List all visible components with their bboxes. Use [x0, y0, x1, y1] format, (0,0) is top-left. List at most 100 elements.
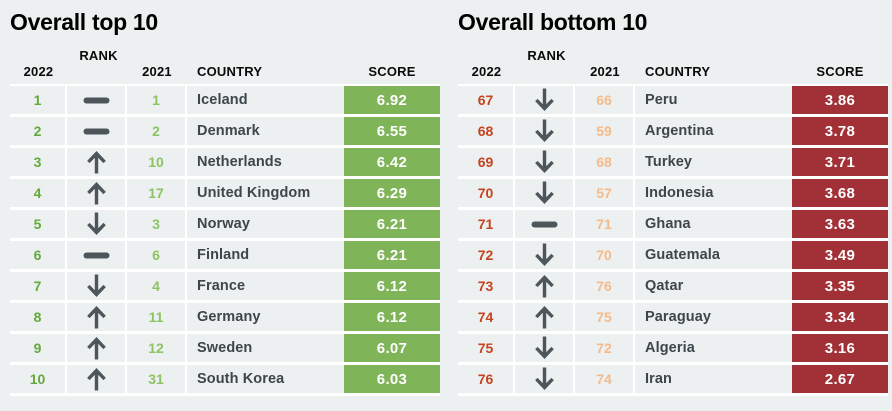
rank-2022-cell: 5	[10, 210, 67, 239]
table-header: RANK 2022 2021 COUNTRY SCORE	[458, 48, 888, 79]
up-arrow-icon	[86, 368, 106, 391]
up-arrow-icon	[86, 182, 106, 205]
rank-2021-cell: 75	[575, 303, 635, 332]
down-arrow-icon	[534, 243, 554, 267]
table-row: 7 4 France 6.12	[10, 272, 440, 304]
rank-2022-cell: 6	[10, 241, 67, 270]
rank-change-cell	[515, 179, 575, 208]
page-title: Overall bottom 10	[458, 9, 648, 35]
country-cell: South Korea	[197, 371, 285, 388]
country-cell: Paraguay	[645, 309, 712, 326]
rank-change-cell	[67, 210, 127, 239]
country-cell: Turkey	[645, 154, 693, 171]
rank-2021-cell: 72	[575, 334, 635, 363]
rank-2021-cell: 68	[575, 148, 635, 177]
rank-2021-cell: 10	[127, 148, 187, 177]
dash-icon	[531, 221, 557, 228]
table-body: 67 66 Peru 3.86 68 59 Argentina 3.78 69 68 Turkey 3…	[458, 84, 888, 397]
score-cell: 6.42	[344, 148, 440, 177]
table-row: 69 68 Turkey 3.71	[458, 148, 888, 180]
table-row: 3 10 Netherlands 6.42	[10, 148, 440, 180]
column-headers-row: 2022 2021 COUNTRY SCORE	[458, 64, 888, 79]
rank-2022-cell: 72	[458, 241, 515, 270]
column-header-country: COUNTRY	[645, 64, 711, 80]
rank-2021-cell: 31	[127, 365, 187, 394]
country-cell: United Kingdom	[197, 185, 311, 202]
up-arrow-icon	[534, 275, 554, 298]
country-cell: Algeria	[645, 340, 695, 357]
score-cell: 3.35	[792, 272, 888, 301]
country-cell: Finland	[197, 247, 250, 264]
column-header-2022: 2022	[471, 64, 502, 80]
rank-2022-cell: 1	[10, 86, 67, 115]
table-row: 74 75 Paraguay 3.34	[458, 303, 888, 335]
rank-change-cell	[515, 210, 575, 239]
country-cell: Ghana	[645, 216, 691, 233]
score-cell: 2.67	[792, 365, 888, 394]
column-header-2021: 2021	[590, 64, 620, 80]
score-cell: 3.16	[792, 334, 888, 363]
score-cell: 6.07	[344, 334, 440, 363]
table-row: 70 57 Indonesia 3.68	[458, 179, 888, 211]
rank-change-cell	[515, 241, 575, 270]
bottom10-table: Overall bottom 10 RANK 2022 2021 COUNTRY…	[458, 8, 888, 411]
table-row: 10 31 South Korea 6.03	[10, 365, 440, 397]
dash-icon	[83, 97, 109, 104]
rank-2021-cell: 11	[127, 303, 187, 332]
score-cell: 6.03	[344, 365, 440, 394]
down-arrow-icon	[86, 212, 106, 236]
rank-2022-cell: 2	[10, 117, 67, 146]
rank-change-cell	[67, 148, 127, 177]
country-cell: Norway	[197, 216, 250, 233]
rank-2021-cell: 2	[127, 117, 187, 146]
table-row: 2 2 Denmark 6.55	[10, 117, 440, 149]
up-arrow-icon	[86, 306, 106, 329]
table-row: 9 12 Sweden 6.07	[10, 334, 440, 366]
rank-change-cell	[67, 179, 127, 208]
score-cell: 3.68	[792, 179, 888, 208]
score-cell: 6.92	[344, 86, 440, 115]
score-cell: 6.55	[344, 117, 440, 146]
table-row: 72 70 Guatemala 3.49	[458, 241, 888, 273]
rank-2022-cell: 76	[458, 365, 515, 394]
down-arrow-icon	[534, 119, 554, 143]
dash-icon	[83, 252, 109, 259]
table-row: 71 71 Ghana 3.63	[458, 210, 888, 242]
column-header-rank: RANK	[79, 48, 118, 64]
page-title: Overall top 10	[10, 9, 158, 35]
country-cell: Indonesia	[645, 185, 714, 202]
column-header-score: SCORE	[816, 64, 864, 80]
column-header-spacer	[67, 64, 127, 79]
rank-2021-cell: 71	[575, 210, 635, 239]
rank-2022-cell: 71	[458, 210, 515, 239]
table-row: 4 17 United Kingdom 6.29	[10, 179, 440, 211]
table-row: 5 3 Norway 6.21	[10, 210, 440, 242]
up-arrow-icon	[86, 337, 106, 360]
column-headers-row: 2022 2021 COUNTRY SCORE	[10, 64, 440, 79]
rank-2021-cell: 59	[575, 117, 635, 146]
rank-2021-cell: 17	[127, 179, 187, 208]
score-cell: 6.12	[344, 303, 440, 332]
country-cell: Germany	[197, 309, 261, 326]
score-cell: 3.86	[792, 86, 888, 115]
score-cell: 3.49	[792, 241, 888, 270]
rank-2022-cell: 73	[458, 272, 515, 301]
down-arrow-icon	[534, 88, 554, 112]
rank-change-cell	[67, 272, 127, 301]
dash-icon	[83, 128, 109, 135]
rank-change-cell	[515, 86, 575, 115]
up-arrow-icon	[534, 306, 554, 329]
column-header-score: SCORE	[368, 64, 416, 80]
rank-change-cell	[515, 117, 575, 146]
rank-2022-cell: 4	[10, 179, 67, 208]
rank-2021-cell: 12	[127, 334, 187, 363]
rank-2021-cell: 6	[127, 241, 187, 270]
table-row: 73 76 Qatar 3.35	[458, 272, 888, 304]
rank-2022-cell: 74	[458, 303, 515, 332]
rank-2021-cell: 74	[575, 365, 635, 394]
down-arrow-icon	[534, 150, 554, 174]
rank-2022-cell: 8	[10, 303, 67, 332]
rank-change-cell	[67, 117, 127, 146]
rank-change-cell	[515, 334, 575, 363]
column-header-rank: RANK	[527, 48, 566, 64]
